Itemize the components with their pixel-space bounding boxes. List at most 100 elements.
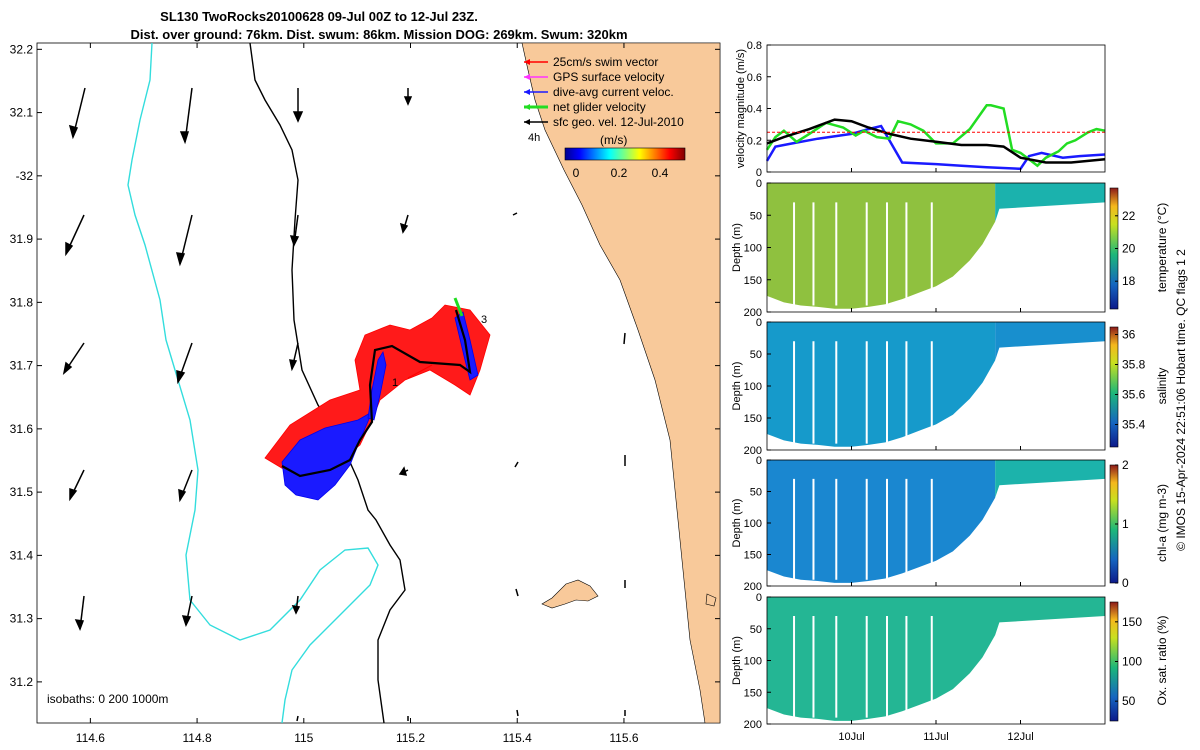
- section-ytick-label: 0: [756, 178, 762, 190]
- velocity-ytick-label: 0.8: [747, 40, 762, 52]
- colorbar-tick-label: 50: [1122, 694, 1136, 708]
- velocity-ytick-label: 0.6: [747, 72, 762, 84]
- legend-label-3: net glider velocity: [553, 100, 646, 114]
- legend-label-4: sfc geo. vel. 12-Jul-2010: [553, 115, 684, 129]
- legend-arrowhead-4: [524, 119, 530, 125]
- colorbar-tick-label: 36: [1122, 328, 1136, 342]
- section-region-0: [767, 597, 1105, 721]
- coastline-land: [521, 43, 720, 723]
- geo-velocity-arrows: [62, 87, 626, 722]
- section-ytick-label: 200: [744, 581, 762, 593]
- section-ytick-label: 200: [744, 719, 762, 731]
- island-small: [705, 593, 717, 607]
- map-xtick-label: 115.6: [609, 731, 638, 745]
- colorbar-tick-label: 22: [1122, 209, 1136, 223]
- section-ylabel: Depth (m): [731, 499, 743, 548]
- section-ytick-label: 50: [750, 210, 762, 222]
- colorbar-tick-label: 35.8: [1122, 358, 1146, 372]
- section-colorbar: [1109, 326, 1119, 448]
- section-region-0: [767, 460, 996, 583]
- colorbar-tick-label: 20: [1122, 242, 1136, 256]
- map-xtick-label: 114.6: [76, 731, 105, 745]
- section-ytick-label: 100: [744, 518, 762, 530]
- section-ytick-label: 50: [750, 349, 762, 361]
- map-axis-ticks: 114.6 114.8 115 115.2 115.4 115.6 31.2 31.3 31.4…: [10, 42, 720, 745]
- colorbar-tick-label: 18: [1122, 274, 1136, 288]
- velocity-ytick-label: 0: [756, 167, 762, 179]
- track-label-start: 1: [392, 377, 398, 389]
- section-region-1: [995, 322, 1105, 361]
- speed-colorbar: [564, 147, 686, 161]
- track-label-mid: 3: [481, 314, 487, 326]
- velocity-ytick-label: 0.2: [747, 135, 762, 147]
- colorbar-tick-label: 0: [1122, 576, 1129, 590]
- title-line-1: SL130 TwoRocks20100628 09-Jul 00Z to 12-…: [160, 9, 478, 24]
- side-credit: © IMOS 15-Apr-2024 22:51:06 Hobart time.…: [1174, 249, 1188, 551]
- section-region-0: [767, 322, 996, 447]
- colorbar-label: temperature (°C): [1155, 203, 1169, 293]
- colorbar-label: Ox. sat. ratio (%): [1155, 615, 1169, 705]
- colorbar-tick-label: 150: [1122, 615, 1142, 629]
- isobaths-label: isobaths: 0 200 1000m: [47, 692, 168, 706]
- section-panel-3: 0 50 100 150 200 Depth (m) 0 1 2 chl-a (mg m-3): [731, 455, 1169, 593]
- section-ytick-label: 150: [744, 687, 762, 699]
- section-ytick-label: 50: [750, 624, 762, 636]
- section-ytick-label: 200: [744, 445, 762, 457]
- track-label-time: 4h: [528, 132, 540, 144]
- map-ytick-label: 31.5: [10, 485, 34, 499]
- colorbar-tick-label: 100: [1122, 655, 1142, 669]
- section-ytick-label: 100: [744, 243, 762, 255]
- colorbar-tick-label: 2: [1122, 458, 1129, 472]
- section-panel-2: 0 50 100 150 200 Depth (m) 35.4 35.6 35.8 36 salin…: [731, 317, 1169, 457]
- map-ytick-label: 31.9: [10, 232, 34, 246]
- map-ytick-label: 32.2: [10, 42, 34, 56]
- section-region-1: [995, 183, 1105, 222]
- velocity-plot-bg: [767, 45, 1105, 172]
- map-ytick-label: 31.8: [10, 295, 34, 309]
- colorbar-label: chl-a (mg m-3): [1155, 484, 1169, 562]
- colorbar-tick-2: 0.4: [652, 166, 669, 180]
- section-ytick-label: 0: [756, 317, 762, 329]
- section-ytick-label: 150: [744, 550, 762, 562]
- map-ytick-label: 31.3: [10, 612, 34, 626]
- map-ytick-label: 31.4: [10, 548, 34, 562]
- colorbar-tick-label: 35.4: [1122, 418, 1146, 432]
- map-xtick-label: 115.2: [396, 731, 425, 745]
- legend-label-2: dive-avg current veloc.: [553, 85, 674, 99]
- velocity-ylabel: velocity magnitude (m/s): [735, 49, 747, 168]
- section-ytick-label: 100: [744, 656, 762, 668]
- map-xtick-label: 115: [294, 731, 313, 745]
- day-tick-label: 12Jul: [1007, 731, 1033, 743]
- section-ytick-label: 0: [756, 592, 762, 604]
- section-panel-4: 0 50 100 150 200 Depth (m) 50 100 150 Ox. sat. ra…: [731, 592, 1169, 731]
- map-ytick-label: 31.7: [10, 359, 34, 373]
- day-tick-label: 11Jul: [923, 731, 948, 743]
- section-ytick-label: 0: [756, 455, 762, 467]
- colorbar-tick-0: 0: [573, 166, 580, 180]
- map-ytick-label: -32: [16, 169, 34, 183]
- section-ylabel: Depth (m): [731, 223, 743, 272]
- legend-arrowhead-0: [524, 59, 530, 65]
- section-ytick-label: 50: [750, 487, 762, 499]
- map-ytick-label: 32.1: [10, 106, 34, 120]
- velocity-ytick-label: 0.4: [747, 104, 762, 116]
- map-ytick-label: 31.2: [10, 675, 34, 689]
- section-region-1: [995, 460, 1105, 498]
- section-ytick-label: 100: [744, 381, 762, 393]
- map-ytick-label: 31.6: [10, 422, 34, 436]
- legend-arrowhead-1: [524, 74, 530, 80]
- day-tick-label: 10Jul: [838, 731, 864, 743]
- legend-arrowhead-2: [524, 89, 530, 95]
- section-ylabel: Depth (m): [731, 362, 743, 411]
- velocity-series-0: [765, 124, 1106, 171]
- swim-vector-sample: [407, 364, 433, 379]
- section-ytick-label: 200: [744, 307, 762, 319]
- velocity-series-2: [766, 118, 1106, 164]
- section-ylabel: Depth (m): [731, 636, 743, 685]
- map-xtick-label: 114.8: [183, 731, 212, 745]
